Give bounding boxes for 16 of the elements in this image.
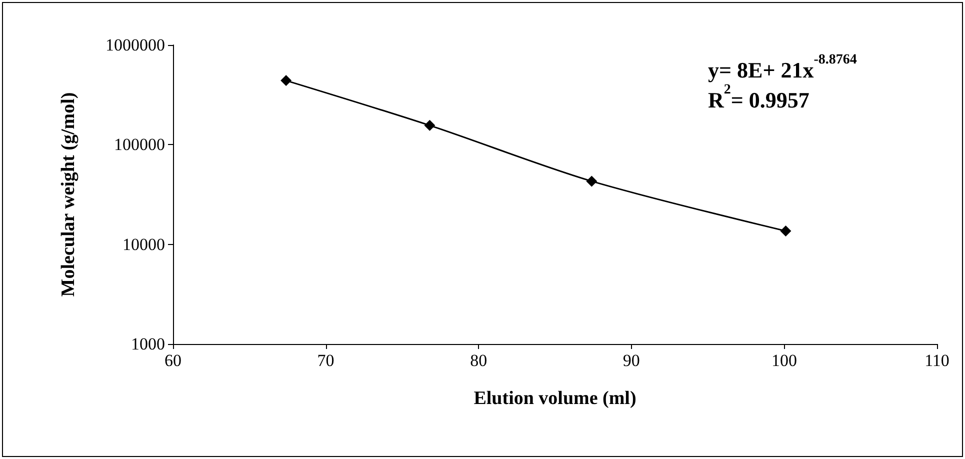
x-tick-label: 110 bbox=[924, 351, 950, 370]
x-axis-title: Elution volume (ml) bbox=[474, 388, 636, 409]
point bbox=[780, 226, 792, 237]
point bbox=[424, 120, 436, 131]
y-tick-label: 1000000 bbox=[106, 36, 165, 54]
y-tick-label: 10000 bbox=[122, 234, 165, 254]
point bbox=[280, 75, 292, 86]
y-tick-label: 100000 bbox=[114, 135, 165, 154]
x-tick-label: 80 bbox=[470, 351, 488, 370]
x-tick-label: 60 bbox=[164, 351, 182, 370]
x-tick-label: 90 bbox=[622, 351, 640, 370]
x-tick-label: 70 bbox=[317, 351, 334, 370]
y-axis-title: Molecular weight (g/mol) bbox=[58, 92, 79, 297]
y-tick-label: 1000 bbox=[131, 334, 165, 354]
x-tick-label: 100 bbox=[771, 351, 797, 370]
point bbox=[586, 176, 598, 187]
